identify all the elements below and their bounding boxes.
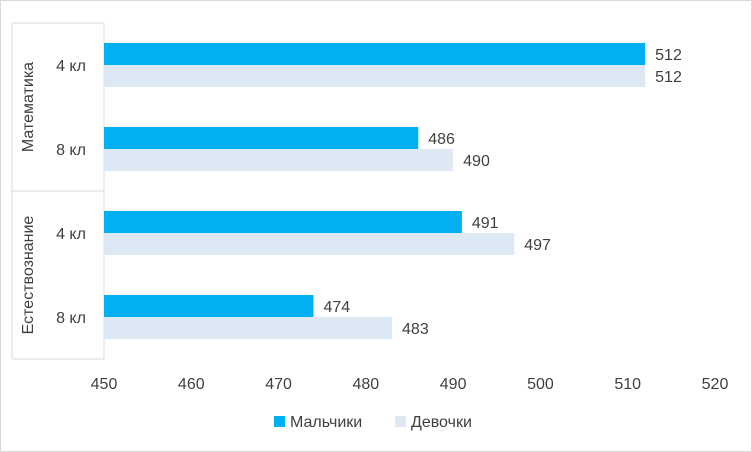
data-label: 486 [428, 131, 455, 148]
bar-girls [104, 317, 393, 339]
data-labels: 512 512 486 490 491 497 474 483 [323, 47, 681, 338]
x-tick-label: 480 [353, 376, 380, 393]
legend-swatch [395, 416, 406, 427]
bar-boys [104, 295, 314, 317]
x-tick-label: 500 [527, 376, 554, 393]
legend-label: Мальчики [290, 414, 362, 431]
bar-boys [104, 211, 462, 233]
bar-girls [104, 65, 646, 87]
x-tick-label: 450 [91, 376, 118, 393]
legend-label: Девочки [411, 414, 472, 431]
bar-boys [104, 127, 419, 149]
x-tick-label: 470 [265, 376, 292, 393]
bars [104, 43, 646, 339]
x-tick-label: 460 [178, 376, 205, 393]
data-label: 483 [402, 321, 429, 338]
data-label: 512 [655, 69, 682, 86]
category-label: 4 кл [56, 58, 86, 75]
x-axis-ticks: 450 460 470 480 490 500 510 520 [91, 376, 729, 393]
bar-boys [104, 43, 646, 65]
data-label: 491 [472, 215, 499, 232]
bar-girls [104, 149, 454, 171]
data-label: 512 [655, 47, 682, 64]
x-tick-label: 490 [440, 376, 467, 393]
bar-girls [104, 233, 515, 255]
category-label: 8 кл [56, 142, 86, 159]
data-label: 497 [524, 237, 551, 254]
data-label: 474 [323, 299, 350, 316]
x-tick-label: 510 [614, 376, 641, 393]
category-label: 4 кл [56, 226, 86, 243]
category-labels: 4 кл 8 кл Математика 4 кл 8 кл Естествознание [20, 58, 86, 334]
legend-swatch [274, 416, 285, 427]
x-tick-label: 520 [702, 376, 729, 393]
group-label: Естествознание [20, 216, 37, 335]
category-label: 8 кл [56, 310, 86, 327]
group-label: Математика [20, 62, 37, 152]
legend: Мальчики Девочки [274, 414, 472, 431]
data-label: 490 [463, 153, 490, 170]
